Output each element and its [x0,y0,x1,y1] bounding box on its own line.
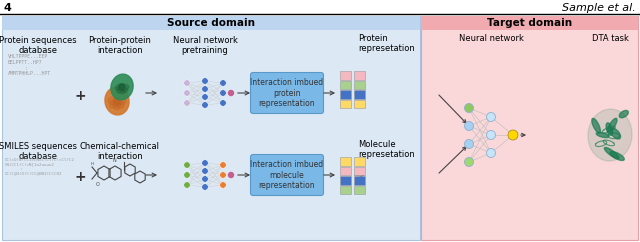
Circle shape [202,176,208,182]
FancyBboxPatch shape [340,99,351,108]
Ellipse shape [611,128,621,139]
Ellipse shape [592,118,600,133]
FancyBboxPatch shape [354,99,365,108]
Ellipse shape [620,110,628,118]
Circle shape [202,168,208,174]
Circle shape [184,100,190,106]
FancyBboxPatch shape [340,176,351,185]
Text: Molecule
represetation: Molecule represetation [358,140,415,159]
Text: Protein sequences
database: Protein sequences database [0,36,77,55]
FancyBboxPatch shape [354,90,365,99]
Circle shape [465,104,474,113]
Circle shape [184,172,190,178]
Circle shape [220,90,226,96]
Text: Protein-protein
interaction: Protein-protein interaction [88,36,152,55]
FancyBboxPatch shape [340,157,351,166]
Circle shape [202,86,208,92]
Text: +: + [74,170,86,184]
FancyBboxPatch shape [421,16,638,30]
FancyBboxPatch shape [340,166,351,175]
Ellipse shape [588,109,632,161]
Circle shape [184,80,190,86]
FancyBboxPatch shape [354,186,365,194]
Circle shape [202,102,208,108]
Ellipse shape [105,87,129,115]
Circle shape [184,182,190,188]
Ellipse shape [119,84,128,92]
Circle shape [202,78,208,84]
Text: Chemical-chemical
interaction: Chemical-chemical interaction [80,142,160,161]
Ellipse shape [119,84,129,90]
Circle shape [220,162,226,168]
FancyBboxPatch shape [340,186,351,194]
Ellipse shape [114,98,124,108]
Text: Protein
represetation: Protein represetation [358,34,415,53]
Text: Sample et al.: Sample et al. [563,3,636,13]
Text: N: N [112,159,116,164]
Text: Interaction imbued
protein
representation: Interaction imbued protein representatio… [250,78,324,108]
FancyBboxPatch shape [2,16,420,240]
FancyBboxPatch shape [354,157,365,166]
Text: CC(=O)N(CC1=CN=C(Cl)C(=Cl)C2
CN(CC1)C(=N[1o2uuuu2
      :
CC)C@H(O)C(CC@HN1CCCC0: CC(=O)N(CC1=CN=C(Cl)C(=Cl)C2 CN(CC1)C(=N… [5,158,75,176]
Text: Neural network: Neural network [459,34,524,43]
FancyBboxPatch shape [340,81,351,89]
FancyBboxPatch shape [250,73,323,113]
FancyBboxPatch shape [340,71,351,80]
FancyBboxPatch shape [354,176,365,185]
Text: 4: 4 [4,3,12,13]
Circle shape [184,162,190,168]
Text: O: O [96,182,100,187]
Ellipse shape [113,98,121,110]
FancyBboxPatch shape [2,16,420,30]
Circle shape [227,90,234,97]
Circle shape [508,130,518,140]
Circle shape [486,113,495,121]
Ellipse shape [111,74,133,100]
Circle shape [202,94,208,100]
Text: Source domain: Source domain [167,18,255,28]
FancyBboxPatch shape [354,81,365,89]
Circle shape [486,149,495,158]
Circle shape [184,90,190,96]
Ellipse shape [115,84,125,90]
Text: Neural network
pretraining: Neural network pretraining [173,36,237,55]
Circle shape [202,160,208,166]
Text: VHLTPPPE...EEP
EELPPTT..HP7
      :
AMMTPHHLP...HPT: VHLTPPPE...EEP EELPPTT..HP7 : AMMTPHHLP.… [8,54,51,76]
Circle shape [227,172,234,179]
FancyBboxPatch shape [250,154,323,196]
Ellipse shape [109,98,120,108]
FancyBboxPatch shape [421,16,638,240]
Circle shape [220,100,226,106]
Circle shape [202,184,208,190]
Text: +: + [74,89,86,103]
Ellipse shape [117,84,124,93]
Circle shape [465,121,474,130]
Ellipse shape [607,118,617,132]
Ellipse shape [606,123,612,135]
Circle shape [486,130,495,139]
Circle shape [220,80,226,86]
Circle shape [220,182,226,188]
Ellipse shape [114,97,126,105]
Text: Interaction imbued
molecule
representation: Interaction imbued molecule representati… [250,160,324,190]
Ellipse shape [108,97,120,105]
Ellipse shape [596,132,609,138]
Ellipse shape [610,151,624,160]
Circle shape [465,139,474,149]
FancyBboxPatch shape [354,71,365,80]
Circle shape [220,172,226,178]
Text: Target domain: Target domain [487,18,572,28]
Text: H: H [90,162,93,166]
Circle shape [465,158,474,166]
FancyBboxPatch shape [354,166,365,175]
Ellipse shape [119,84,125,94]
Ellipse shape [604,147,619,159]
Text: SMILES sequences
database: SMILES sequences database [0,142,77,161]
FancyBboxPatch shape [340,90,351,99]
Text: DTA task: DTA task [591,34,628,43]
